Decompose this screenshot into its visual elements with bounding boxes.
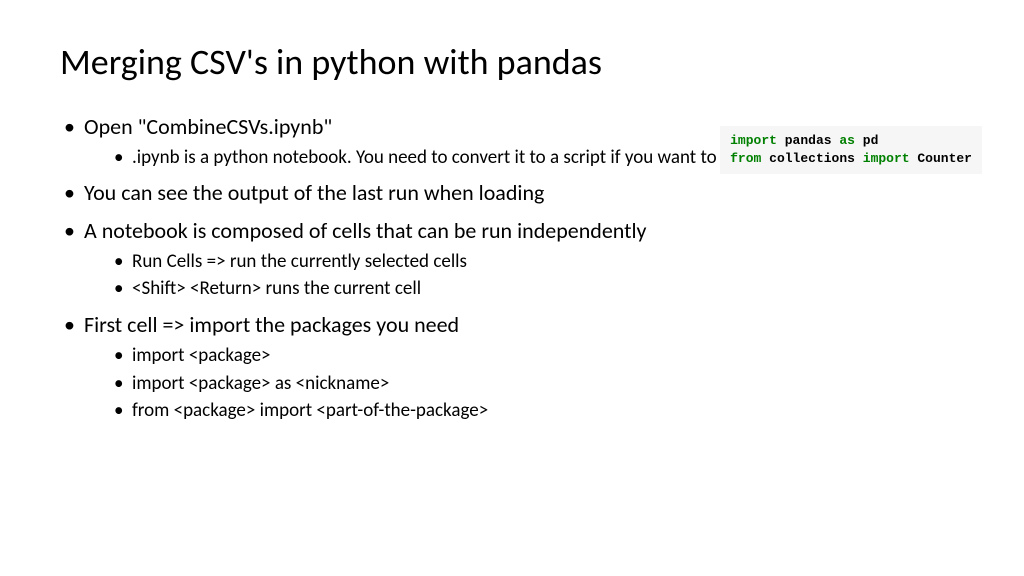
code-text: pd	[855, 133, 878, 148]
code-text: collections	[761, 151, 862, 166]
slide-title: Merging CSV's in python with pandas	[60, 40, 964, 84]
bullet-4: First cell => import the packages you ne…	[60, 310, 964, 424]
bullet-3-2: <Shift> <Return> runs the current cell	[112, 277, 964, 302]
bullet-2: You can see the output of the last run w…	[60, 178, 964, 208]
bullet-3-sublist: Run Cells => run the currently selected …	[84, 250, 964, 302]
keyword-import: import	[730, 133, 777, 148]
bullet-1-text: Open "CombineCSVs.ipynb"	[84, 113, 332, 140]
bullet-4-text: First cell => import the packages you ne…	[84, 311, 459, 338]
bullet-4-3: from <package> import <part-of-the-packa…	[112, 399, 964, 424]
keyword-from: from	[730, 151, 761, 166]
bullet-3-text: A notebook is composed of cells that can…	[84, 217, 647, 244]
code-text: pandas	[777, 133, 839, 148]
keyword-as: as	[839, 133, 855, 148]
bullet-3: A notebook is composed of cells that can…	[60, 216, 964, 302]
bullet-3-1: Run Cells => run the currently selected …	[112, 250, 964, 275]
keyword-import: import	[863, 151, 910, 166]
bullet-4-1: import <package>	[112, 344, 964, 369]
code-text: Counter	[910, 151, 972, 166]
code-snippet: import pandas as pd from collections imp…	[720, 126, 982, 174]
bullet-4-sublist: import <package> import <package> as <ni…	[84, 344, 964, 424]
bullet-4-2: import <package> as <nickname>	[112, 372, 964, 397]
